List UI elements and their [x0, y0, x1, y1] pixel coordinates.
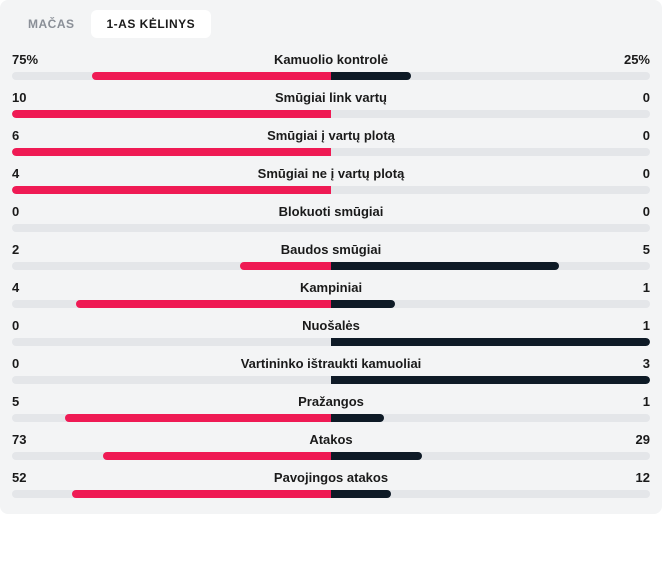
stat-left-value: 4: [12, 280, 42, 295]
stat-bar-left: [72, 490, 331, 498]
stat-row: 10Smūgiai link vartų0: [12, 90, 650, 118]
stat-bar-right: [331, 72, 411, 80]
stat-bar-track: [12, 490, 650, 498]
stat-bar-track: [12, 110, 650, 118]
stat-bar-left: [65, 414, 331, 422]
stat-row: 52Pavojingos atakos12: [12, 470, 650, 498]
stat-left-value: 6: [12, 128, 42, 143]
stat-bar-left: [92, 72, 331, 80]
stat-head: 0Vartininko ištraukti kamuoliai3: [12, 356, 650, 371]
stat-row: 4Kampiniai1: [12, 280, 650, 308]
stat-label: Nuošalės: [42, 318, 620, 333]
stat-head: 2Baudos smūgiai5: [12, 242, 650, 257]
stat-row: 75%Kamuolio kontrolė25%: [12, 52, 650, 80]
stat-bar-right: [331, 452, 422, 460]
stat-right-value: 1: [620, 394, 650, 409]
stat-right-value: 29: [620, 432, 650, 447]
stat-bar-track: [12, 262, 650, 270]
stat-left-value: 0: [12, 204, 42, 219]
stat-right-value: 3: [620, 356, 650, 371]
stat-right-value: 1: [620, 280, 650, 295]
stat-right-value: 0: [620, 166, 650, 181]
stat-row: 4Smūgiai ne į vartų plotą0: [12, 166, 650, 194]
stat-label: Smūgiai link vartų: [42, 90, 620, 105]
stat-bar-right: [331, 338, 650, 346]
stat-label: Baudos smūgiai: [42, 242, 620, 257]
stat-bar-track: [12, 338, 650, 346]
stat-left-value: 0: [12, 356, 42, 371]
stat-label: Pavojingos atakos: [42, 470, 620, 485]
stat-label: Smūgiai į vartų plotą: [42, 128, 620, 143]
stat-bar-right: [331, 300, 395, 308]
stat-left-value: 0: [12, 318, 42, 333]
stat-row: 2Baudos smūgiai5: [12, 242, 650, 270]
stat-bar-left: [12, 186, 331, 194]
stat-head: 6Smūgiai į vartų plotą0: [12, 128, 650, 143]
stat-head: 73Atakos29: [12, 432, 650, 447]
stat-left-value: 73: [12, 432, 42, 447]
stat-label: Smūgiai ne į vartų plotą: [42, 166, 620, 181]
stat-right-value: 0: [620, 128, 650, 143]
stat-left-value: 52: [12, 470, 42, 485]
stat-bar-left: [240, 262, 331, 270]
stat-bar-left: [103, 452, 331, 460]
stat-right-value: 0: [620, 90, 650, 105]
stat-bar-track: [12, 224, 650, 232]
stat-label: Blokuoti smūgiai: [42, 204, 620, 219]
stat-row: 6Smūgiai į vartų plotą0: [12, 128, 650, 156]
stat-left-value: 5: [12, 394, 42, 409]
stat-head: 0Blokuoti smūgiai0: [12, 204, 650, 219]
stat-head: 4Kampiniai1: [12, 280, 650, 295]
tab-0[interactable]: MAČAS: [12, 10, 91, 38]
stat-row: 0Vartininko ištraukti kamuoliai3: [12, 356, 650, 384]
stat-head: 52Pavojingos atakos12: [12, 470, 650, 485]
tabs: MAČAS1-AS KĖLINYS: [12, 10, 650, 38]
stat-label: Atakos: [42, 432, 620, 447]
stat-right-value: 0: [620, 204, 650, 219]
stat-bar-track: [12, 148, 650, 156]
stat-right-value: 25%: [620, 52, 650, 67]
stat-label: Vartininko ištraukti kamuoliai: [42, 356, 620, 371]
stats-list: 75%Kamuolio kontrolė25%10Smūgiai link va…: [12, 52, 650, 498]
stat-bar-right: [331, 414, 384, 422]
stat-left-value: 10: [12, 90, 42, 105]
stat-label: Kamuolio kontrolė: [42, 52, 620, 67]
stat-bar-left: [76, 300, 331, 308]
tab-1[interactable]: 1-AS KĖLINYS: [91, 10, 212, 38]
stat-head: 10Smūgiai link vartų0: [12, 90, 650, 105]
stat-bar-track: [12, 300, 650, 308]
stat-left-value: 2: [12, 242, 42, 257]
stat-bar-track: [12, 452, 650, 460]
stat-row: 0Nuošalės1: [12, 318, 650, 346]
stat-bar-left: [12, 148, 331, 156]
stat-row: 5Pražangos1: [12, 394, 650, 422]
stat-bar-track: [12, 186, 650, 194]
stat-left-value: 75%: [12, 52, 42, 67]
stat-row: 0Blokuoti smūgiai0: [12, 204, 650, 232]
stat-label: Kampiniai: [42, 280, 620, 295]
stat-bar-right: [331, 490, 391, 498]
stat-right-value: 1: [620, 318, 650, 333]
stat-bar-right: [331, 376, 650, 384]
stat-right-value: 5: [620, 242, 650, 257]
stat-bar-left: [12, 110, 331, 118]
stat-bar-track: [12, 376, 650, 384]
stat-bar-track: [12, 72, 650, 80]
stat-row: 73Atakos29: [12, 432, 650, 460]
stat-bar-right: [331, 262, 559, 270]
stat-label: Pražangos: [42, 394, 620, 409]
stat-left-value: 4: [12, 166, 42, 181]
stat-bar-track: [12, 414, 650, 422]
stats-panel: MAČAS1-AS KĖLINYS 75%Kamuolio kontrolė25…: [0, 0, 662, 514]
stat-head: 5Pražangos1: [12, 394, 650, 409]
stat-head: 4Smūgiai ne į vartų plotą0: [12, 166, 650, 181]
stat-right-value: 12: [620, 470, 650, 485]
stat-head: 0Nuošalės1: [12, 318, 650, 333]
stat-head: 75%Kamuolio kontrolė25%: [12, 52, 650, 67]
